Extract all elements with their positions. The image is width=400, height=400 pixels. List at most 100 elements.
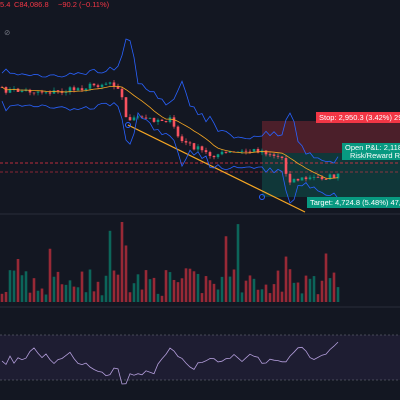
ratio-label: Risk/Reward Ratio xyxy=(350,151,400,160)
volume-bar xyxy=(148,279,152,302)
candle xyxy=(288,173,292,183)
candle xyxy=(240,150,244,152)
volume-bar xyxy=(32,278,36,302)
volume-bar xyxy=(284,256,288,302)
volume-bar xyxy=(264,284,268,302)
volume-bar xyxy=(156,293,160,302)
volume-bar xyxy=(12,270,16,302)
volume-bar xyxy=(44,294,48,302)
volume-bar xyxy=(280,291,284,302)
volume-bar xyxy=(112,270,116,302)
candle xyxy=(296,178,300,181)
candle xyxy=(100,84,104,87)
volume-bar xyxy=(72,286,76,302)
candle xyxy=(276,155,280,157)
volume-bar xyxy=(308,278,312,302)
stop-label: Stop: 2,950.3 (3.42%) 29,50 xyxy=(319,113,400,122)
volume-bar xyxy=(256,289,260,302)
candle xyxy=(132,117,136,121)
trend-handle[interactable] xyxy=(125,122,131,128)
volume-bar xyxy=(288,269,292,302)
header-change: −90.2 (−0.11%) xyxy=(58,0,110,9)
candle xyxy=(204,150,208,153)
candle xyxy=(68,87,72,92)
volume-bar xyxy=(248,275,252,302)
candle xyxy=(220,151,224,155)
candle xyxy=(244,150,248,152)
volume-pane xyxy=(0,222,340,302)
candle xyxy=(48,92,52,94)
candle xyxy=(80,88,84,91)
candle xyxy=(76,88,80,91)
candle xyxy=(64,91,68,93)
candle xyxy=(104,83,108,85)
candle xyxy=(248,151,252,153)
volume-bar xyxy=(272,284,276,302)
candle xyxy=(212,155,216,158)
position-handle[interactable] xyxy=(259,194,265,200)
candle xyxy=(188,142,192,144)
volume-bar xyxy=(320,280,324,302)
candle xyxy=(96,85,100,87)
volume-bar xyxy=(92,291,96,302)
volume-bar xyxy=(328,278,332,302)
candle xyxy=(268,154,272,156)
volume-bar xyxy=(316,294,320,302)
volume-bar xyxy=(236,224,240,302)
volume-bar xyxy=(164,270,168,302)
volume-bar xyxy=(80,271,84,302)
candle xyxy=(148,117,152,119)
volume-bar xyxy=(296,282,300,302)
header-close: C84,086.8 xyxy=(14,0,49,9)
candle xyxy=(308,177,312,180)
volume-bar xyxy=(88,269,92,302)
volume-bar xyxy=(188,268,192,302)
volume-bar xyxy=(116,274,120,302)
candle xyxy=(324,179,328,180)
candle xyxy=(28,89,32,93)
hide-icon[interactable]: ⊘ xyxy=(4,28,10,37)
candle xyxy=(124,97,128,118)
volume-bar xyxy=(192,271,196,302)
target-label: Target: 4,724.8 (5.48%) 47,24 xyxy=(310,198,400,207)
volume-bar xyxy=(16,259,20,302)
volume-bar xyxy=(28,292,32,302)
volume-bar xyxy=(196,273,200,302)
volume-bar xyxy=(8,270,12,302)
price-pane xyxy=(0,38,400,213)
volume-bar xyxy=(204,276,208,302)
candle xyxy=(272,154,276,156)
pnl-label: Open P&L: 2,118.2 xyxy=(345,143,400,152)
bollinger-upper xyxy=(1,38,339,164)
stop-label-bg xyxy=(316,112,400,123)
candle xyxy=(136,116,140,118)
volume-bar xyxy=(332,272,336,302)
volume-bar xyxy=(184,268,188,302)
candle xyxy=(332,174,336,179)
candle xyxy=(40,91,44,93)
candle xyxy=(16,88,20,92)
candle xyxy=(160,119,164,122)
candle xyxy=(8,89,12,93)
candle xyxy=(320,177,324,180)
volume-bar xyxy=(212,283,216,302)
volume-bar xyxy=(232,269,236,302)
candle xyxy=(20,90,24,92)
candle xyxy=(88,83,92,89)
volume-bar xyxy=(228,276,232,302)
volume-bar xyxy=(100,295,104,302)
volume-bar xyxy=(244,280,248,302)
candle xyxy=(208,152,212,156)
candle xyxy=(180,136,184,142)
volume-bar xyxy=(36,290,40,302)
candle xyxy=(300,177,304,181)
header-open: 5.4 xyxy=(0,0,10,9)
candle xyxy=(156,119,160,122)
volume-bar xyxy=(160,295,164,302)
volume-bar xyxy=(208,280,212,302)
volume-bar xyxy=(132,283,136,302)
moving-average xyxy=(1,85,339,179)
candle xyxy=(256,148,260,153)
candle xyxy=(264,150,268,155)
candle xyxy=(176,126,180,137)
